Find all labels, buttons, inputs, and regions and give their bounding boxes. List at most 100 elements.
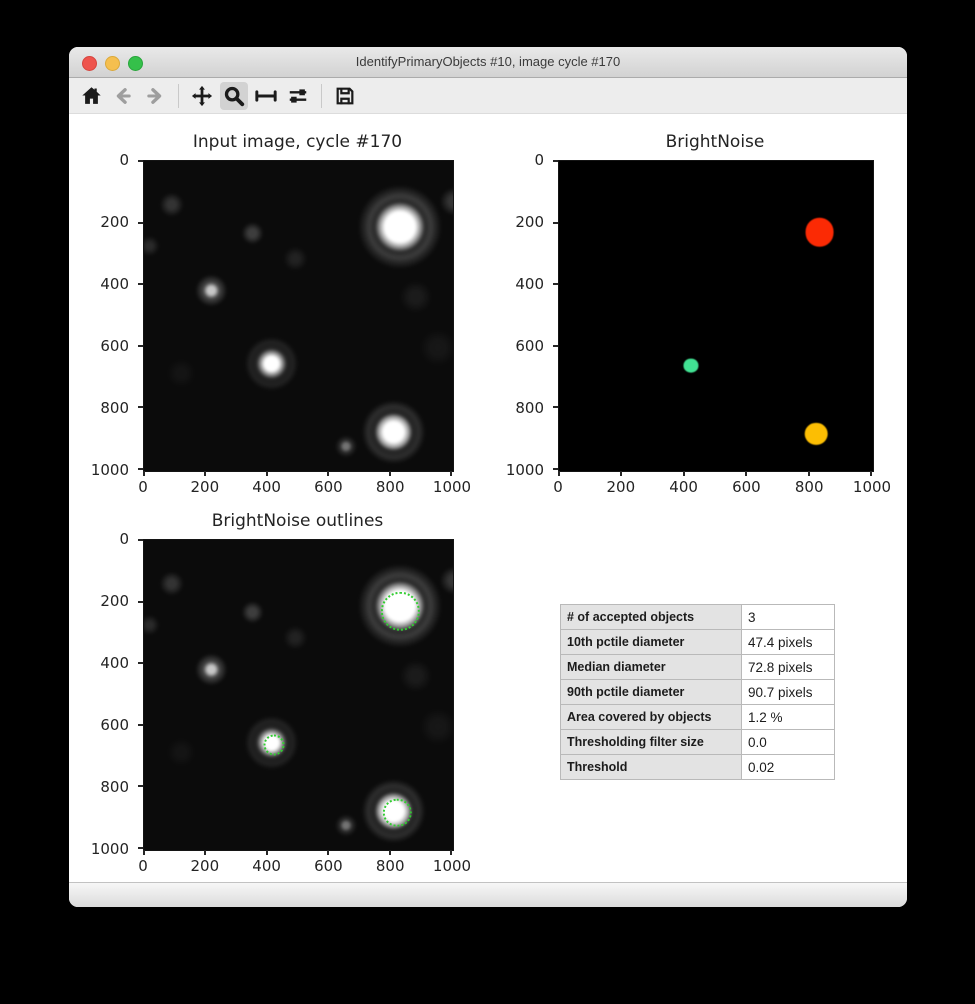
save-button[interactable]	[331, 82, 359, 110]
x-axis-ticks-objects: 0 200 400 600 800 1000	[553, 476, 891, 496]
y-axis-ticks-objects: 0 200 400 600 800 1000	[506, 151, 554, 479]
stat-value: 1.2 %	[741, 704, 835, 730]
tick-label: 800	[515, 399, 544, 417]
table-row: Area covered by objects 1.2 %	[560, 704, 835, 730]
tick-label: 600	[100, 337, 129, 355]
stat-label: 10th pctile diameter	[560, 629, 742, 655]
x-axis-tickmarks	[143, 471, 452, 476]
table-row: 10th pctile diameter 47.4 pixels	[560, 629, 835, 655]
stat-value: 47.4 pixels	[741, 629, 835, 655]
tick-label: 0	[534, 151, 544, 169]
tick-label: 1000	[852, 478, 892, 496]
x-axis-ticks-outlines: 0 200 400 600 800 1000	[138, 855, 471, 875]
stat-label: # of accepted objects	[560, 604, 742, 630]
tick-label: 600	[732, 478, 761, 496]
close-button[interactable]	[82, 56, 97, 71]
traffic-lights	[82, 56, 143, 71]
table-row: 90th pctile diameter 90.7 pixels	[560, 679, 835, 705]
y-axis-ticks-input-image: 0 200 400 600 800 1000	[91, 151, 139, 479]
tick-label: 800	[375, 478, 405, 496]
y-axis-tickmarks	[553, 160, 558, 470]
tick-label: 200	[100, 213, 129, 231]
stat-value: 3	[741, 604, 835, 630]
tick-label: 600	[100, 716, 129, 734]
tick-label: 200	[190, 478, 220, 496]
object-outline-ring	[263, 734, 285, 756]
objects-label-plot[interactable]	[558, 160, 874, 472]
plot-title-outlines: BrightNoise outlines	[211, 511, 384, 531]
toolbar-separator	[321, 83, 322, 108]
tick-label: 600	[515, 337, 544, 355]
save-icon	[334, 85, 356, 107]
stat-value: 0.0	[741, 729, 835, 755]
stat-label: 90th pctile diameter	[560, 679, 742, 705]
tick-label: 400	[100, 275, 129, 293]
tick-label: 0	[553, 478, 563, 496]
y-axis-ticks-outlines: 0 200 400 600 800 1000	[91, 530, 139, 858]
tick-label: 0	[138, 478, 148, 496]
forward-arrow-icon	[145, 86, 165, 106]
y-axis-tickmarks	[138, 160, 143, 470]
y-axis-tickmarks	[138, 539, 143, 849]
tick-label: 400	[252, 478, 281, 496]
plot-title-objects: BrightNoise	[665, 132, 765, 152]
figure-canvas: Input image, cycle #170 0 200 400 600 800 100…	[69, 114, 907, 882]
tick-label: 1000	[432, 478, 472, 496]
home-button[interactable]	[77, 82, 105, 110]
zoom-rect-button[interactable]	[220, 81, 248, 110]
object-stats-table: # of accepted objects 3 10th pctile diame…	[560, 604, 835, 780]
tick-label: 800	[100, 399, 129, 417]
object-dot	[805, 422, 828, 445]
tick-label: 800	[375, 857, 405, 875]
stat-label: Threshold	[560, 754, 742, 780]
x-axis-ticks-input-image: 0 200 400 600 800 1000	[138, 476, 471, 496]
tick-label: 800	[794, 478, 824, 496]
pan-button[interactable]	[188, 82, 216, 110]
figure-window: IdentifyPrimaryObjects #10, image cycle …	[69, 47, 907, 907]
fullscreen-button[interactable]	[128, 56, 143, 71]
tick-label: 800	[100, 778, 129, 796]
adjust-button[interactable]	[284, 82, 312, 110]
tick-label: 0	[119, 530, 129, 548]
stat-value: 0.02	[741, 754, 835, 780]
forward-button[interactable]	[141, 82, 169, 110]
navigation-toolbar	[69, 78, 907, 114]
micrograph-image	[144, 540, 453, 850]
x-axis-tickmarks	[558, 471, 872, 476]
toolbar-separator	[178, 83, 179, 108]
tick-label: 1000	[90, 840, 129, 858]
table-row: Threshold 0.02	[560, 754, 835, 780]
object-outline-ring	[381, 592, 420, 631]
tick-label: 0	[138, 857, 148, 875]
input-image-plot[interactable]	[143, 160, 454, 472]
tick-label: 1000	[90, 461, 129, 479]
tick-label: 200	[100, 592, 129, 610]
tick-label: 200	[515, 213, 544, 231]
window-title: IdentifyPrimaryObjects #10, image cycle …	[355, 54, 621, 69]
span-button[interactable]	[252, 82, 280, 110]
tick-label: 200	[190, 857, 220, 875]
status-bar	[69, 882, 907, 907]
tick-label: 400	[669, 478, 698, 496]
stat-label: Median diameter	[560, 654, 742, 680]
back-button[interactable]	[109, 82, 137, 110]
back-arrow-icon	[113, 86, 133, 106]
stat-value: 72.8 pixels	[741, 654, 835, 680]
tick-label: 600	[314, 857, 343, 875]
pan-icon	[191, 85, 213, 107]
stat-label: Area covered by objects	[560, 704, 742, 730]
object-dot	[683, 358, 699, 374]
table-row: Median diameter 72.8 pixels	[560, 654, 835, 680]
tick-label: 600	[314, 478, 343, 496]
sliders-icon	[287, 85, 309, 107]
titlebar[interactable]: IdentifyPrimaryObjects #10, image cycle …	[69, 47, 907, 78]
tick-label: 1000	[432, 857, 472, 875]
x-axis-tickmarks	[143, 850, 452, 855]
stat-label: Thresholding filter size	[560, 729, 742, 755]
tick-label: 0	[119, 151, 129, 169]
minimize-button[interactable]	[105, 56, 120, 71]
stat-value: 90.7 pixels	[741, 679, 835, 705]
plot-title-input-image: Input image, cycle #170	[192, 132, 403, 152]
outlines-plot[interactable]	[143, 539, 454, 851]
